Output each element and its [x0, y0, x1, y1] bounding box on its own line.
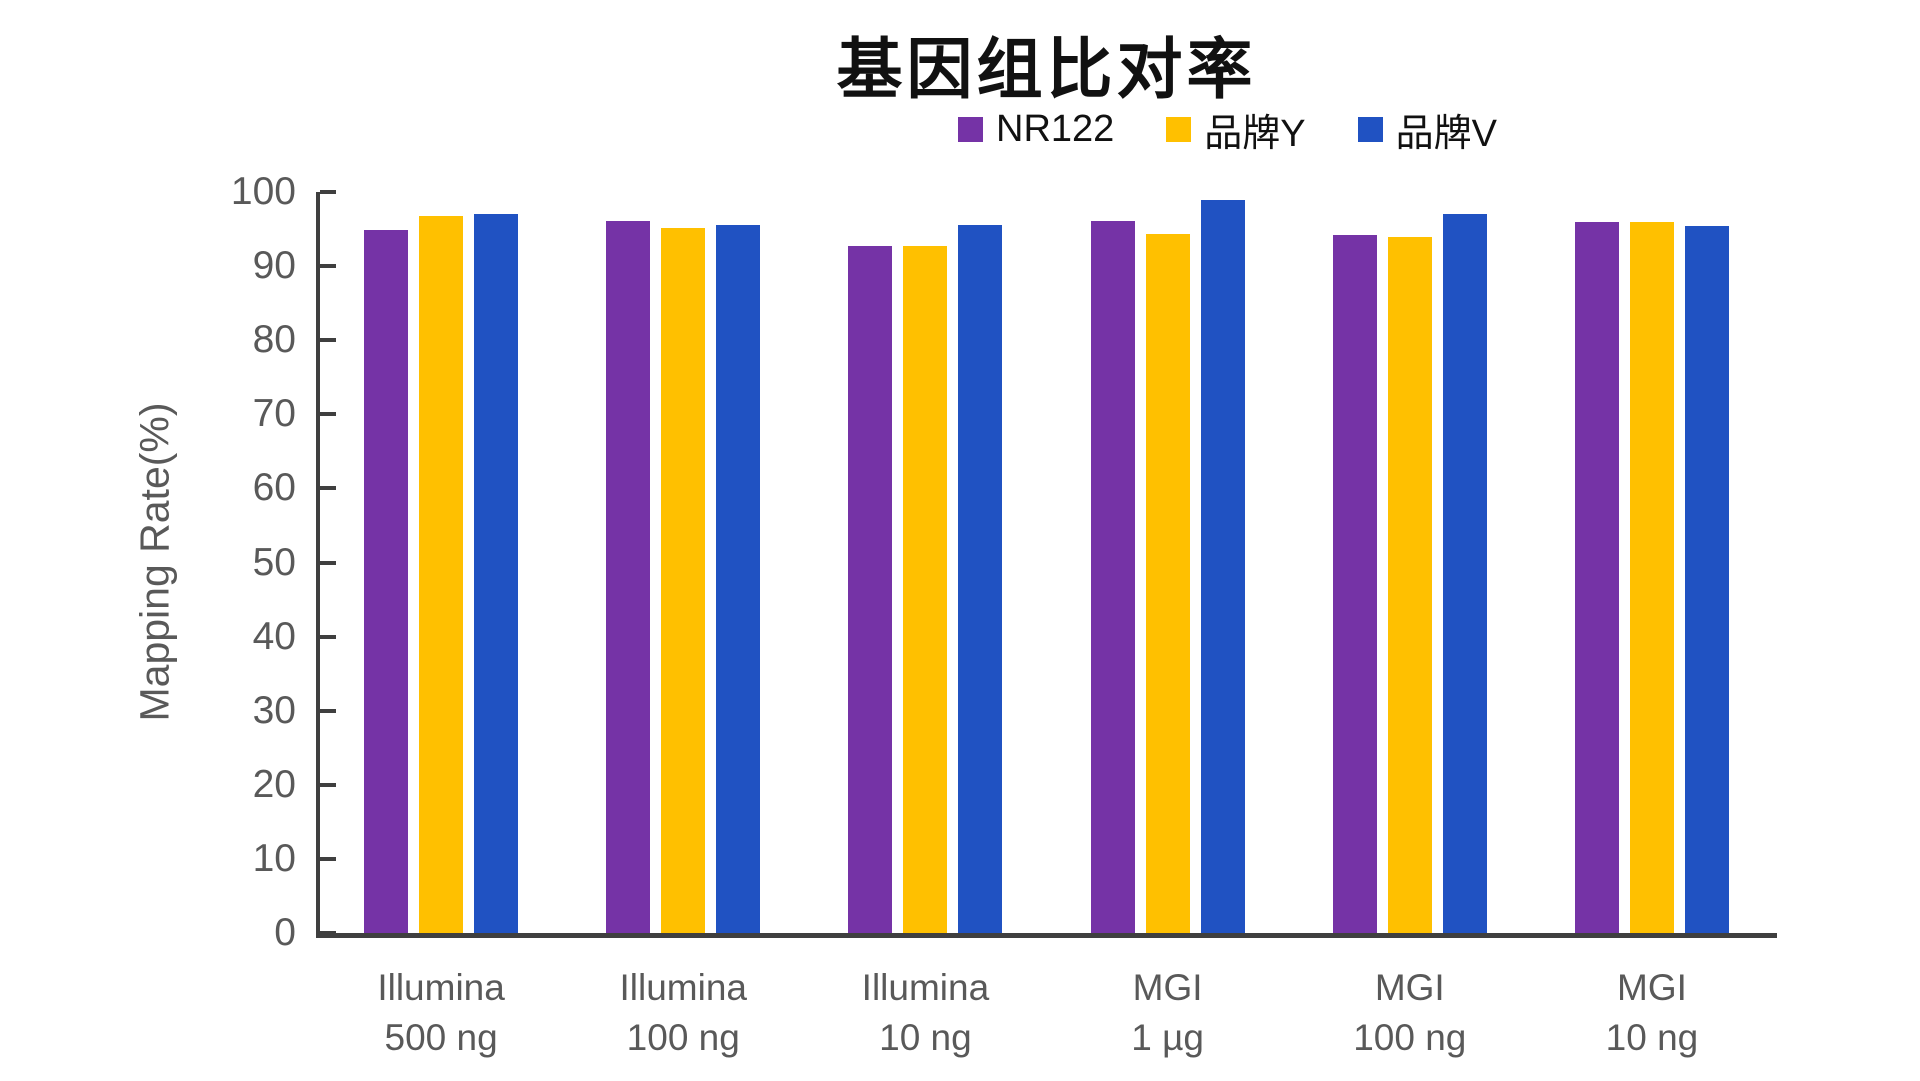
y-tick-mark	[320, 856, 336, 861]
legend-marker-nr122-icon	[958, 117, 983, 142]
x-axis-baseline	[316, 933, 1777, 938]
bar-NR122	[1332, 234, 1377, 933]
legend-item-nr122: NR122	[958, 108, 1114, 151]
legend-label-brand-v: 品牌V	[1395, 113, 1498, 155]
bar-品牌Y	[1629, 222, 1674, 933]
y-tick-label: 50	[252, 540, 296, 584]
y-tick-label: 90	[252, 244, 296, 288]
y-tick-mark	[320, 338, 336, 343]
legend-marker-brand-v-icon	[1357, 117, 1383, 142]
bar-NR122	[606, 220, 651, 933]
y-tick-label: 20	[252, 762, 296, 806]
y-tick-label: 0	[274, 911, 296, 954]
bar-品牌V	[716, 225, 761, 933]
y-tick-mark	[320, 264, 336, 269]
y-tick-mark	[320, 412, 336, 417]
legend-marker-brand-y-icon	[1166, 117, 1192, 142]
legend-label-brand-y: 品牌Y	[1204, 113, 1306, 155]
y-axis-spine	[316, 192, 320, 933]
bar-品牌V	[1442, 213, 1487, 933]
legend-item-brand-v: 品牌V	[1357, 102, 1498, 157]
x-axis-labels: Illumina 500 ng Illumina 100 ng Illumina 1…	[320, 963, 1773, 1063]
bar-NR122	[848, 246, 893, 933]
y-tick-mark	[320, 486, 336, 491]
y-tick-mark	[320, 634, 336, 639]
y-tick-label: 30	[252, 688, 296, 732]
y-tick-mark	[320, 190, 336, 194]
plot-area: 0 10 20 30 40 50 60 70 80 90 100	[231, 170, 1777, 954]
x-category-label: MGI 10 ng	[1605, 967, 1699, 1058]
x-category-label: Illumina 10 ng	[861, 967, 990, 1058]
y-tick-label: 70	[252, 392, 296, 436]
legend-item-brand-y: 品牌Y	[1166, 102, 1306, 157]
y-tick-mark	[320, 560, 336, 565]
x-category-label: MGI 1 µg	[1131, 967, 1204, 1058]
bar-品牌Y	[903, 246, 948, 933]
y-tick-mark	[320, 708, 336, 713]
legend: NR122 品牌Y 品牌V	[958, 102, 1497, 157]
y-tick-mark	[320, 782, 336, 787]
legend-label-nr122: NR122	[996, 108, 1115, 150]
bar-groups	[320, 192, 1773, 933]
y-tick-mark	[320, 931, 336, 935]
chart-title: 基因组比对率	[836, 32, 1257, 106]
bar-group	[320, 192, 562, 933]
x-category-label: Illumina 500 ng	[377, 967, 505, 1058]
x-category-label: Illumina 100 ng	[619, 967, 748, 1058]
y-tick-label: 80	[252, 318, 296, 362]
bar-品牌V	[1200, 200, 1245, 933]
y-tick-label: 60	[252, 466, 296, 510]
bar-NR122	[364, 229, 409, 933]
y-tick-label: 10	[252, 836, 296, 880]
bar-品牌Y	[1145, 234, 1190, 933]
bar-group	[1289, 192, 1531, 933]
bar-品牌V	[1684, 226, 1729, 933]
bar-group	[1047, 192, 1289, 933]
bar-品牌V	[958, 225, 1003, 933]
y-tick-label: 100	[230, 170, 296, 213]
x-category-label: MGI 100 ng	[1353, 967, 1467, 1058]
bar-NR122	[1574, 222, 1619, 933]
y-tick-label: 40	[252, 614, 296, 658]
bar-品牌V	[474, 214, 519, 933]
bar-group	[804, 192, 1046, 933]
bar-品牌Y	[419, 215, 464, 933]
bar-品牌Y	[661, 228, 706, 933]
bar-group	[1531, 192, 1773, 933]
bar-品牌Y	[1387, 237, 1432, 933]
bar-group	[562, 192, 804, 933]
bar-NR122	[1090, 220, 1135, 933]
